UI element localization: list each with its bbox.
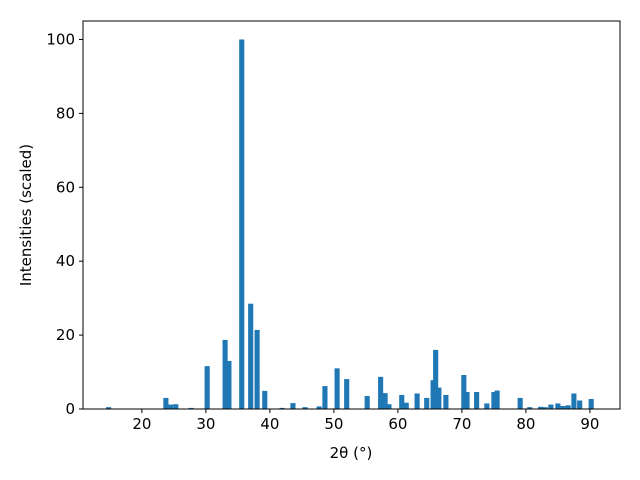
bar bbox=[378, 376, 384, 409]
bar bbox=[334, 368, 340, 409]
x-tick-label: 60 bbox=[388, 415, 407, 433]
bar bbox=[424, 397, 430, 409]
y-tick-label: 60 bbox=[56, 178, 75, 196]
bar bbox=[239, 39, 245, 409]
bar bbox=[222, 339, 228, 409]
bar bbox=[163, 397, 169, 409]
bar bbox=[364, 396, 370, 409]
bar bbox=[279, 407, 285, 409]
bar bbox=[560, 406, 566, 409]
bar bbox=[168, 404, 174, 409]
x-tick-label: 90 bbox=[580, 415, 599, 433]
bar bbox=[399, 394, 405, 409]
bar bbox=[527, 407, 533, 409]
bar bbox=[474, 392, 480, 409]
bar bbox=[316, 406, 322, 409]
x-tick-label: 40 bbox=[260, 415, 279, 433]
y-tick-label: 0 bbox=[65, 400, 75, 418]
bar bbox=[290, 403, 296, 409]
plot-frame bbox=[82, 20, 621, 410]
bar bbox=[491, 392, 497, 409]
x-tick-label: 70 bbox=[452, 415, 471, 433]
bar bbox=[188, 407, 194, 409]
bar bbox=[344, 379, 350, 409]
bar bbox=[577, 400, 583, 409]
bar bbox=[433, 349, 439, 409]
bar bbox=[555, 403, 561, 409]
bar bbox=[226, 360, 232, 409]
x-tick-label: 50 bbox=[324, 415, 343, 433]
bar bbox=[517, 397, 523, 409]
bar bbox=[386, 404, 392, 409]
bar bbox=[106, 407, 112, 409]
bar bbox=[548, 404, 554, 409]
bar bbox=[443, 394, 449, 409]
x-axis-label: 2θ (°) bbox=[330, 444, 373, 462]
y-tick-label: 100 bbox=[46, 30, 75, 48]
bar bbox=[494, 390, 500, 409]
bar bbox=[382, 393, 388, 409]
bar bbox=[542, 407, 548, 409]
y-tick-label: 40 bbox=[56, 252, 75, 270]
bar bbox=[262, 390, 268, 409]
bar bbox=[254, 329, 260, 409]
y-tick-label: 80 bbox=[56, 104, 75, 122]
y-axis-label: Intensities (scaled) bbox=[17, 144, 35, 286]
bar bbox=[461, 375, 467, 409]
bar bbox=[302, 407, 308, 409]
bar bbox=[248, 303, 254, 409]
bar bbox=[571, 393, 577, 409]
bar bbox=[484, 403, 490, 409]
x-tick-label: 80 bbox=[516, 415, 535, 433]
bar bbox=[414, 393, 420, 409]
bar bbox=[204, 366, 210, 409]
bar bbox=[565, 405, 571, 409]
bar bbox=[588, 399, 594, 409]
bar bbox=[322, 386, 328, 409]
bar bbox=[538, 406, 544, 409]
bar bbox=[464, 392, 470, 409]
x-tick-label: 30 bbox=[196, 415, 215, 433]
x-tick-label: 20 bbox=[132, 415, 151, 433]
bar bbox=[403, 402, 409, 409]
bar bbox=[173, 404, 179, 409]
bar bbox=[436, 387, 442, 409]
y-tick-label: 20 bbox=[56, 326, 75, 344]
